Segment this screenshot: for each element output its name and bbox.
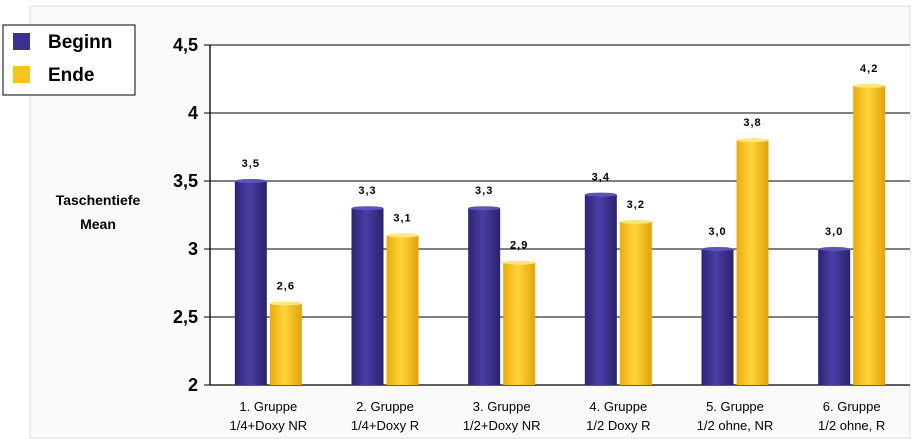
x-category-label: 4. Gruppe [589,399,647,414]
bar-cap-ende [619,219,652,224]
bar-cap-ende [386,233,419,238]
x-category-label: 2. Gruppe [356,399,414,414]
y-tick-label: 3,5 [173,171,198,191]
data-label-beginn: 3,0 [708,226,726,238]
data-label-ende: 2,9 [510,240,528,252]
bar-beginn [351,208,384,385]
bar-beginn [818,249,851,385]
legend-label-beginn: Beginn [48,32,112,53]
data-label-ende: 2,6 [277,280,295,292]
legend-label-ende: Ende [48,65,94,86]
bar-cap-beginn [468,206,501,211]
bar-cap-ende [503,260,536,265]
bar-cap-beginn [701,247,734,251]
y-axis-label-line-1: Taschentiefe [56,192,141,208]
bar-ende [619,221,652,385]
x-category-label: 1. Gruppe [239,399,297,414]
bars [234,83,886,386]
axes [209,45,910,386]
data-labels: 3,5 2,6 3,3 3,1 3,3 2,9 3,4 3,2 3,0 3,8 3,0 4,2 [242,63,878,293]
bar-ende [503,262,536,385]
bar-cap-beginn [818,247,851,251]
bar-cap-beginn [351,206,384,211]
bar-ende [736,140,769,385]
x-category-label: 6. Gruppe [823,399,881,414]
data-label-beginn: 3,3 [358,185,376,197]
bar-cap-beginn [234,179,267,183]
legend-swatch-ende [13,66,30,83]
bar-cap-beginn [584,192,617,197]
data-label-ende: 3,8 [743,117,761,129]
x-category-sublabel: 1/4+Doxy R [351,418,419,433]
x-category-label: 5. Gruppe [706,399,764,414]
x-category-sublabel: 1/4+Doxy NR [229,418,307,433]
legend-swatch-beginn [13,33,30,50]
x-category-sublabel: 1/2 Doxy R [586,418,650,433]
bar-ende [853,85,886,386]
plot-area [210,45,910,385]
x-category-sublabel: 1/2+Doxy NR [463,418,541,433]
bar-beginn [701,249,734,385]
bar-cap-ende [853,83,886,88]
data-label-ende: 3,1 [393,212,411,224]
x-category-label: 3. Gruppe [473,399,531,414]
bar-beginn [468,208,501,385]
bar-beginn [234,181,267,385]
bar-cap-ende [269,301,302,306]
data-label-ende: 3,2 [627,199,645,211]
bar-ende [269,303,302,385]
grid-lines [204,44,910,386]
data-label-beginn: 3,5 [242,158,260,170]
y-tick-label: 2,5 [173,307,198,327]
y-tick-label: 4 [188,103,198,123]
bar-cap-ende [736,138,769,143]
y-tick-label: 2 [188,375,198,395]
x-category-labels: 1. Gruppe 1/4+Doxy NR 2. Gruppe 1/4+Doxy R 3… [229,399,885,433]
y-tick-label: 3 [188,239,198,259]
bar-beginn [584,194,617,385]
x-category-sublabel: 1/2 ohne, R [818,418,885,433]
data-label-beginn: 3,3 [475,185,493,197]
x-category-sublabel: 1/2 ohne, NR [697,418,774,433]
legend: Beginn Ende [2,24,136,96]
bar-ende [386,235,419,385]
y-axis-label-line-2: Mean [80,216,116,232]
y-tick-labels: 2 2,5 3 3,5 4 4,5 [173,35,198,395]
data-label-ende: 4,2 [860,63,878,75]
data-label-beginn: 3,4 [592,172,610,184]
y-tick-label: 4,5 [173,35,198,55]
data-label-beginn: 3,0 [825,226,843,238]
